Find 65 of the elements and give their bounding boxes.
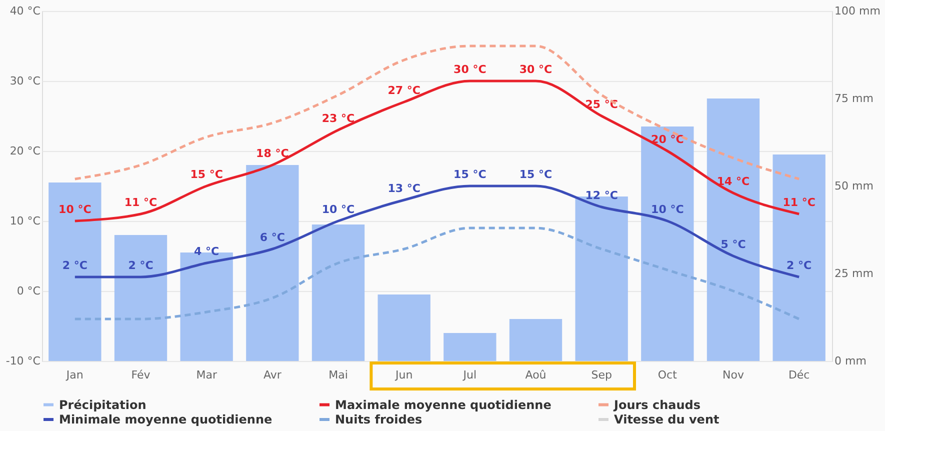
data-label: 23 °C [322, 112, 355, 125]
y-tick-label: 20 °C [10, 144, 41, 158]
legend-label: Maximale moyenne quotidienne [335, 398, 552, 412]
y-tick-label: 0 °C [16, 284, 41, 298]
bar [312, 224, 365, 361]
data-label: 30 °C [519, 63, 552, 76]
y2-tick-label: 50 mm [834, 180, 874, 192]
data-label: 5 °C [720, 238, 746, 251]
data-label: 15 °C [454, 168, 486, 181]
data-label: 2 °C [128, 259, 154, 272]
data-label: 13 °C [388, 182, 420, 195]
y2-tick-label: 0 mm [834, 354, 866, 368]
bar [641, 126, 694, 361]
bar [114, 235, 168, 361]
bar [246, 165, 299, 361]
legend-label: Précipitation [59, 398, 146, 412]
data-label: 27 °C [388, 84, 420, 97]
bar [378, 294, 430, 361]
x-tick-label: Jul [462, 368, 477, 382]
data-label: 10 °C [322, 203, 355, 216]
line-series [74, 226, 800, 320]
legend-label: Minimale moyenne quotidienne [59, 412, 272, 426]
x-tick-label: Mai [328, 368, 348, 382]
x-tick-label: Jun [394, 368, 413, 382]
x-tick-label: Mar [196, 368, 218, 382]
line-series [74, 80, 800, 222]
data-label: 10 °C [58, 203, 92, 216]
y-tick-label: 40 °C [10, 4, 41, 18]
data-label: 18 °C [256, 147, 289, 160]
data-label: 15 °C [519, 168, 552, 181]
x-tick-label: Oct [658, 368, 678, 382]
x-tick-label: Aoû [525, 368, 546, 382]
data-label: 11 °C [124, 196, 158, 209]
x-tick-label: Jan [65, 368, 84, 382]
legend-label: Nuits froides [335, 412, 422, 426]
y-tick-label: -10 °C [6, 354, 41, 368]
data-label: 11 °C [782, 196, 816, 209]
legend-label: Vitesse du vent [614, 412, 720, 426]
y2-tick-label: 100 mm [834, 4, 880, 18]
data-label: 6 °C [260, 231, 285, 244]
y-tick-label: 30 °C [10, 74, 41, 88]
data-label: 4 °C [194, 245, 220, 258]
line-series [74, 184, 800, 278]
data-label: 20 °C [651, 133, 684, 146]
data-label: 2 °C [62, 259, 88, 272]
bar [706, 98, 760, 361]
y-tick-label: 10 °C [10, 214, 41, 228]
x-tick-label: Déc [788, 368, 810, 382]
data-label: 30 °C [454, 63, 486, 76]
x-tick-label: Fév [131, 368, 151, 382]
x-tick-label: Avr [263, 368, 282, 382]
x-tick-label: Nov [722, 368, 744, 382]
bar [509, 319, 562, 361]
y2-tick-label: 75 mm [834, 92, 874, 105]
data-label: 12 °C [585, 189, 618, 202]
bar [444, 333, 496, 361]
y2-tick-label: 25 mm [834, 267, 874, 280]
x-tick-label: Sep [591, 368, 612, 382]
legend-label: Jours chauds [613, 398, 701, 412]
data-label: 15 °C [190, 168, 223, 181]
bar [48, 182, 102, 361]
data-label: 2 °C [786, 259, 812, 272]
data-label: 10 °C [651, 203, 684, 216]
bar [772, 154, 826, 361]
data-label: 14 °C [716, 175, 750, 188]
